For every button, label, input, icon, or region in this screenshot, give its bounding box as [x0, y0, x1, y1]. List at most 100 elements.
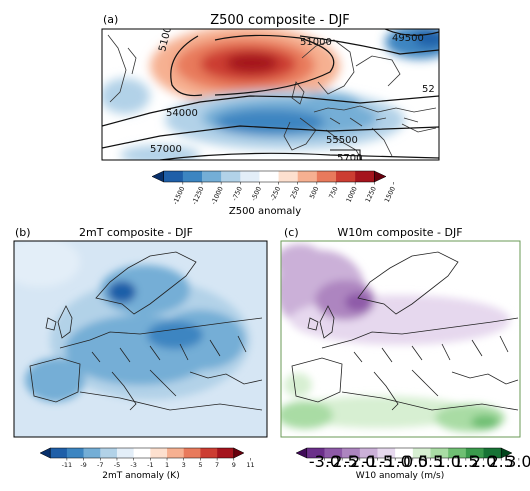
contour-label-49500: 49500	[392, 33, 424, 44]
colorbar-tick-label: 5	[198, 461, 202, 469]
colorbar-tick-label: -3.0	[309, 452, 340, 471]
colorbar-segment	[100, 448, 118, 458]
colorbar-segment	[316, 171, 337, 182]
colorbar-segment	[167, 448, 185, 458]
panel-c-coastlines	[291, 251, 519, 411]
panel-c-label: (c)	[284, 226, 299, 239]
colorbar-segment	[342, 448, 361, 458]
colorbar-segment	[324, 448, 343, 458]
colorbar-tick-label: 9	[232, 461, 236, 469]
panel-b-coastlines	[29, 251, 263, 411]
colorbar-tick-label: 3.0	[506, 452, 530, 471]
colorbar-tick-label: 250	[289, 185, 302, 200]
colorbar-segment	[395, 448, 414, 458]
contour-label-57000: 57000	[150, 144, 182, 155]
colorbar-b: -11 -9 -7 -5 -3 -1 1 3 5 7 9 11 2mT anomaly (K)	[39, 447, 255, 481]
panel-a-coastlines	[107, 34, 437, 160]
colorbar-segment	[183, 448, 201, 458]
colorbar-tick-label: 11	[246, 461, 254, 469]
colorbar-tick-label: 500	[308, 185, 321, 200]
colorbar-tick-label: 2.0	[471, 452, 496, 471]
colorbar-extend-low	[295, 447, 308, 459]
colorbar-tick-label: 750	[327, 185, 340, 200]
colorbar-segment	[359, 448, 378, 458]
colorbar-tick-label: -11	[62, 461, 73, 469]
panel-c-map-border	[280, 240, 521, 438]
colorbar-tick-label: 1000	[345, 185, 359, 203]
w10-positive-se-core	[471, 415, 499, 429]
colorbar-b-label: 2mT anomaly (K)	[102, 471, 179, 481]
colorbar-tick-label: -5	[114, 461, 120, 469]
colorbar-tick-label: -9	[80, 461, 86, 469]
colorbar-tick-label: -1000	[210, 185, 225, 206]
panel-b-map	[14, 241, 267, 437]
colorbar-a-label: Z500 anomaly	[229, 206, 301, 217]
colorbar-extend-low	[39, 447, 51, 459]
colorbar-segment	[200, 448, 218, 458]
panel-a-map-border	[101, 28, 440, 161]
colorbar-frame	[49, 447, 235, 459]
colorbar-segment	[83, 448, 101, 458]
contour-label-5700: 5700	[337, 153, 362, 164]
w10-positive-sw	[281, 401, 333, 429]
colorbar-c: -3.0-2.5-2.0-1.5-1.0-0.50.51.01.52.02.53…	[295, 447, 530, 481]
colorbar-tick-label: -0.5	[397, 452, 428, 471]
panel-b-anomaly-field	[14, 241, 250, 437]
colorbar-tick-label: -2.0	[344, 452, 375, 471]
colorbar-segment	[66, 448, 84, 458]
panel-a-title: Z500 composite - DJF	[210, 13, 350, 28]
colorbar-segment	[336, 171, 356, 182]
colorbar-tick-label: 1	[165, 461, 169, 469]
contour-label-51000: 51000	[300, 37, 332, 48]
colorbar-segment	[133, 448, 151, 458]
contour-label-52: 52	[422, 84, 435, 95]
colorbar-tick-label: -1.0	[380, 452, 411, 471]
colorbar-frame	[163, 170, 375, 183]
z500-positive-peak	[226, 53, 278, 73]
colorbar-segment	[116, 448, 134, 458]
colorbar-extend-low	[151, 170, 164, 183]
w10-positive-med	[290, 396, 470, 428]
panel-a-map: 51000 49500 5100 52 54000 55500 57000 57…	[102, 29, 439, 164]
z500-negative-east	[300, 92, 360, 116]
colorbar-segment	[377, 448, 396, 458]
panel-b-label: (b)	[15, 226, 31, 239]
colorbar-tick-label: -2.5	[327, 452, 358, 471]
colorbar-tick-label: -250	[269, 185, 282, 202]
colorbar-tick-label: -1.5	[362, 452, 393, 471]
t2m-baltic-core	[147, 321, 203, 349]
colorbar-tick-label: 2.5	[488, 452, 513, 471]
panel-b: (b) 2mT composite - DJF	[13, 226, 268, 481]
colorbar-c-label: W10 anomaly (m/s)	[356, 471, 444, 481]
colorbar-segment	[201, 171, 222, 182]
colorbar-tick-label: 3	[182, 461, 186, 469]
colorbar-tick-label: 0.5	[418, 452, 443, 471]
colorbar-segment	[430, 448, 449, 458]
colorbar-segment	[278, 171, 299, 182]
colorbar-segment	[221, 171, 241, 182]
panel-a: (a) Z500 composite - DJF	[101, 13, 440, 217]
w10-positive-iberia	[284, 373, 312, 397]
colorbar-segment	[163, 171, 184, 182]
colorbar-segment	[150, 448, 168, 458]
colorbar-segment	[306, 448, 325, 458]
panel-c-map	[281, 241, 520, 437]
colorbar-segment	[465, 448, 484, 458]
panel-c-anomaly-field	[281, 244, 510, 432]
z500-negative-core	[215, 109, 325, 135]
w10-negative-peak	[345, 293, 371, 311]
colorbar-tick-label: 1500	[383, 185, 397, 203]
contour-label-55500: 55500	[326, 135, 358, 146]
panel-b-title: 2mT composite - DJF	[79, 226, 193, 239]
panel-c-title: W10m composite - DJF	[337, 226, 462, 239]
colorbar-tick-label: -7	[97, 461, 103, 469]
colorbar-segment	[412, 448, 431, 458]
w10-negative-north	[281, 244, 325, 280]
colorbar-tick-label: 1250	[364, 185, 378, 203]
colorbar-tick-label: -1500	[171, 185, 186, 206]
colorbar-segment	[483, 448, 502, 458]
z500-negative-west	[102, 78, 150, 114]
colorbar-tick-label: -1	[147, 461, 153, 469]
colorbar-segment	[259, 171, 279, 182]
